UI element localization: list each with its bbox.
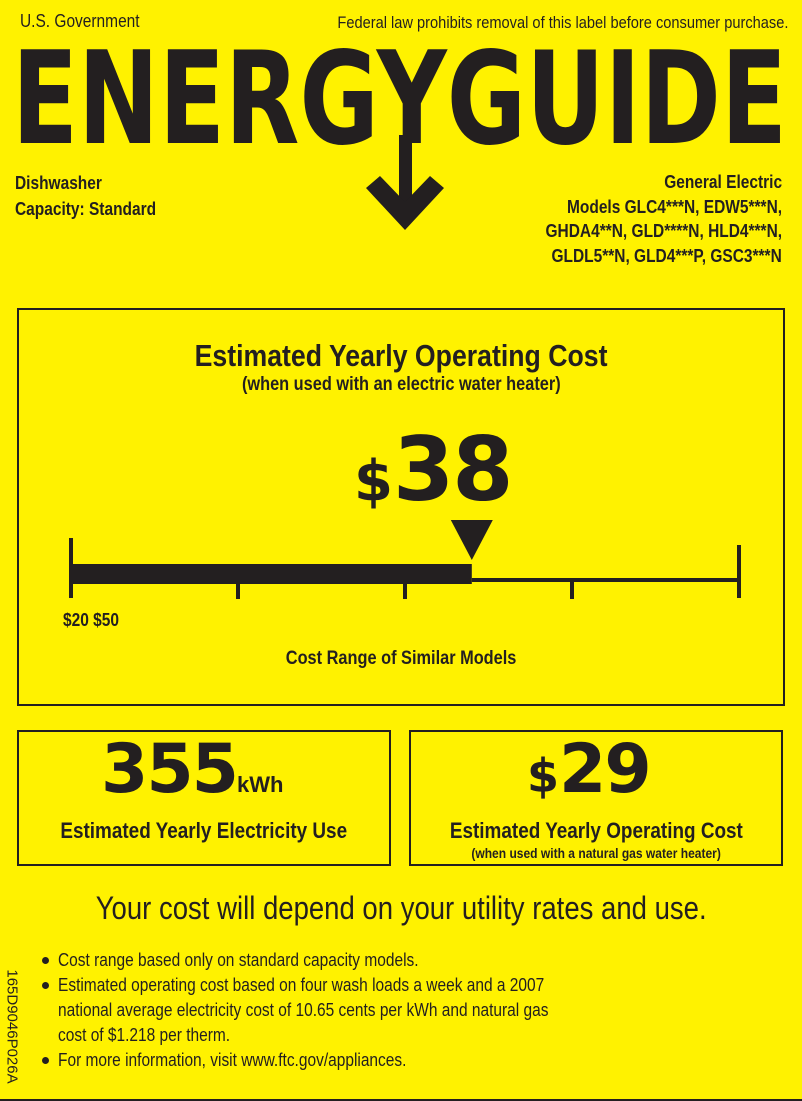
electricity-value: 355kWh	[101, 730, 284, 809]
arrow-down-icon	[366, 176, 444, 230]
range-caption: Cost Range of Similar Models	[285, 648, 517, 669]
removal-notice: Federal law prohibits removal of this la…	[336, 13, 788, 32]
note-item: Estimated operating cost based on four w…	[40, 973, 628, 1048]
value-marker-triangle-icon	[450, 520, 493, 560]
note-item: Cost range based only on standard capaci…	[40, 948, 628, 973]
cost-range-scale	[69, 520, 741, 599]
bottom-border	[0, 1099, 802, 1101]
disclaimer: Your cost will depend on your utility ra…	[95, 890, 707, 926]
gas-cost-value: $29	[527, 730, 652, 809]
scale-tick	[403, 580, 407, 599]
notes-list: Cost range based only on standard capaci…	[40, 948, 628, 1073]
product-capacity: Capacity: Standard	[15, 199, 157, 219]
note-item: For more information, visit www.ftc.gov/…	[40, 1048, 628, 1073]
gas-cost-box: $29 Estimated Yearly Operating Cost (whe…	[409, 730, 783, 866]
arrow-stem	[399, 135, 412, 215]
energyguide-logo: ENERGYGUIDE	[12, 40, 787, 230]
scale-tick	[570, 580, 574, 599]
cost-value: $38	[354, 418, 513, 521]
manufacturer-info: General Electric Models GLC4***N, EDW5**…	[507, 170, 782, 268]
product-type: Dishwasher	[15, 173, 102, 193]
cost-subtitle: (when used with an electric water heater…	[241, 374, 561, 395]
label-code: 165D9046P026A	[3, 969, 21, 1084]
gas-cost-sublabel: (when used with a natural gas water heat…	[471, 845, 721, 861]
scale-filled-bar	[71, 564, 472, 584]
operating-cost-box: Estimated Yearly Operating Cost (when us…	[17, 308, 785, 706]
electricity-use-box: 355kWh Estimated Yearly Electricity Use	[17, 730, 391, 866]
range-label: $20 $50	[63, 610, 119, 630]
gas-cost-label: Estimated Yearly Operating Cost	[449, 818, 743, 843]
model-line: GHDA4**N, GLD****N, HLD4***N,	[545, 221, 782, 241]
electricity-label: Estimated Yearly Electricity Use	[60, 818, 348, 843]
scale-right-tick	[737, 545, 741, 598]
scale-line	[471, 578, 739, 582]
scale-tick	[236, 580, 240, 599]
manufacturer: General Electric	[664, 172, 782, 192]
model-line: GLDL5**N, GLD4***P, GSC3***N	[551, 245, 782, 266]
cost-title: Estimated Yearly Operating Cost	[194, 338, 608, 373]
government-label: U.S. Government	[20, 11, 140, 31]
model-line: Models GLC4***N, EDW5***N,	[566, 196, 782, 217]
product-info: Dishwasher Capacity: Standard	[15, 170, 179, 222]
